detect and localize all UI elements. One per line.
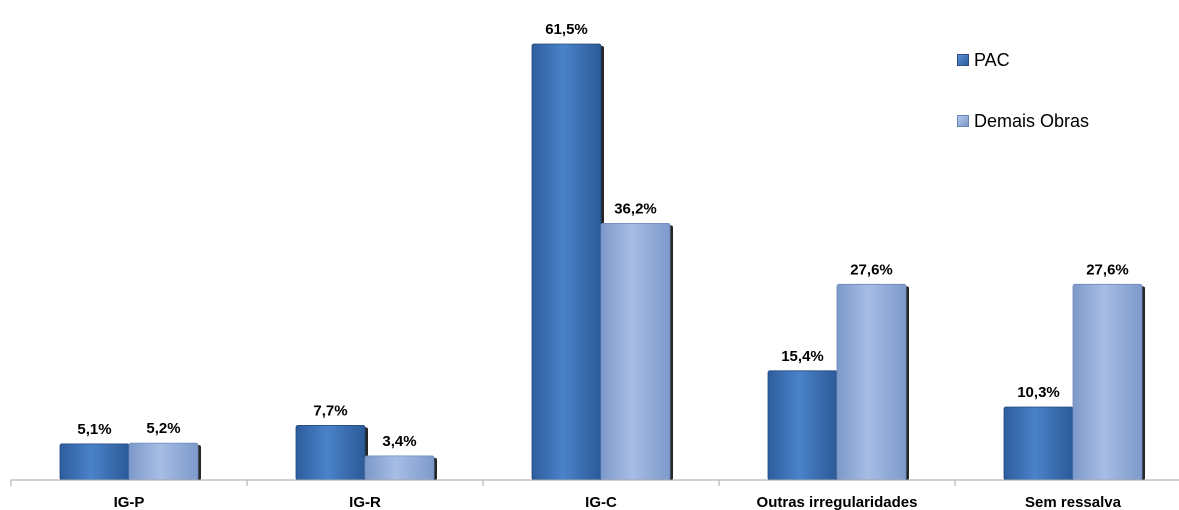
x-tick-label-sem-ressalva: Sem ressalva (1025, 494, 1122, 510)
data-label-demais-obras-sem-ressalva: 27,6% (1086, 261, 1129, 278)
bar-demais-obras-ig-r (364, 455, 435, 481)
data-label-demais-obras-ig-p: 5,2% (146, 420, 180, 437)
data-label-demais-obras-outras-irregularidades: 27,6% (850, 261, 893, 278)
bar-pac-ig-r (295, 425, 366, 481)
bar-demais-obras-sem-ressalva (1072, 283, 1143, 481)
bar-demais-obras-ig-p (128, 442, 199, 481)
legend: PAC Demais Obras (957, 46, 1089, 168)
data-label-pac-ig-c: 61,5% (545, 21, 588, 38)
bar-demais-obras-ig-c (600, 222, 671, 481)
data-label-demais-obras-ig-r: 3,4% (382, 433, 416, 450)
legend-item-demais-obras: Demais Obras (957, 107, 1089, 135)
data-label-demais-obras-ig-c: 36,2% (614, 200, 657, 217)
x-tick-label-ig-c: IG-C (585, 494, 617, 510)
data-label-pac-ig-p: 5,1% (77, 421, 111, 438)
bar-pac-sem-ressalva (1003, 406, 1074, 481)
x-tick-label-ig-r: IG-R (349, 494, 381, 510)
bar-pac-outras-irregularidades (767, 370, 838, 481)
legend-label-demais-obras: Demais Obras (974, 110, 1090, 131)
data-label-pac-sem-ressalva: 10,3% (1017, 384, 1060, 401)
legend-label-pac: PAC (974, 49, 1010, 70)
x-tick-label-outras-irregularidades: Outras irregularidades (757, 494, 918, 510)
x-tick-label-ig-p: IG-P (114, 494, 145, 510)
bar-demais-obras-outras-irregularidades (836, 283, 907, 481)
data-label-pac-ig-r: 7,7% (313, 402, 347, 419)
bar-pac-ig-c (531, 43, 602, 481)
legend-swatch-demais-obras (957, 115, 969, 127)
bar-pac-ig-p (59, 443, 130, 481)
data-label-pac-outras-irregularidades: 15,4% (781, 348, 824, 365)
legend-swatch-pac (957, 54, 969, 66)
legend-item-pac: PAC (957, 46, 1089, 74)
